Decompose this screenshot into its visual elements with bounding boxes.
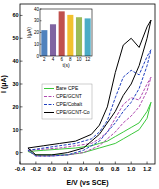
y-axis-label: I (μA) <box>0 75 8 93</box>
inset-y-tick <box>40 32 42 33</box>
x-axis-label: E/V (vs SCE) <box>66 179 108 187</box>
y-tick-label: 50 <box>12 35 18 41</box>
x-tick-label: 0.8 <box>111 166 120 172</box>
bar <box>50 24 56 56</box>
y-tick-label: 60 <box>12 12 18 18</box>
legend-swatch <box>44 88 54 89</box>
inset-bg <box>28 6 95 72</box>
legend-label: CPE/Cobalt <box>56 101 83 107</box>
x-tick-label: 1.2 <box>143 166 152 172</box>
inset-y-tick-label: 40 <box>34 7 40 12</box>
inset-x-label: t(s) <box>62 62 70 68</box>
x-tick <box>20 162 21 165</box>
x-tick <box>35 162 36 165</box>
y-tick <box>20 61 23 62</box>
x-tick-label: 0.2 <box>63 166 72 172</box>
bar <box>67 15 73 56</box>
y-tick-label: 20 <box>12 104 18 110</box>
figure: -0.4-0.20.00.20.40.60.81.01.201020304050… <box>0 0 159 189</box>
inset-y-tick-label: 20 <box>34 30 40 35</box>
bar <box>85 18 91 56</box>
y-tick-label: 30 <box>12 81 18 87</box>
legend-label: Bare CPE <box>56 85 79 91</box>
inset-x-tick-label: 12 <box>85 57 91 62</box>
x-tick-label: 0.4 <box>79 166 88 172</box>
x-tick <box>67 162 68 165</box>
bar <box>59 11 65 56</box>
x-tick <box>115 162 116 165</box>
legend-swatch <box>44 112 54 113</box>
inset: 24681012010203040t(s)I(μA) <box>26 6 95 72</box>
legend: Bare CPE CPE/GCNT CPE/Cobalt CPE/GCNT-Co <box>42 84 92 119</box>
inset-y-tick-label: 30 <box>34 18 40 23</box>
inset-x-tick-label: 4 <box>52 57 55 62</box>
y-tick <box>20 106 23 107</box>
legend-swatch <box>44 104 54 105</box>
legend-label: CPE/GCNT <box>56 93 82 99</box>
inset-y-tick <box>40 56 42 57</box>
x-tick-label: 0.0 <box>48 166 57 172</box>
y-tick <box>20 152 23 153</box>
inset-y-tick <box>40 44 42 45</box>
y-tick-label: 0 <box>15 150 18 156</box>
inset-y-tick <box>40 9 42 10</box>
x-tick <box>51 162 52 165</box>
y-tick <box>20 129 23 130</box>
x-tick <box>99 162 100 165</box>
x-tick-label: -0.4 <box>15 166 26 172</box>
x-tick-label: 1.0 <box>127 166 136 172</box>
y-tick <box>20 15 23 16</box>
inset-x-tick-label: 10 <box>76 57 82 62</box>
legend-box <box>42 84 92 119</box>
y-tick-label: 10 <box>12 127 18 133</box>
cv-curve <box>28 77 151 156</box>
x-tick <box>131 162 132 165</box>
x-tick-label: 0.6 <box>95 166 104 172</box>
bar <box>41 30 47 56</box>
y-tick <box>20 38 23 39</box>
inset-y-tick-label: 0 <box>36 54 39 59</box>
plot-frame <box>20 4 155 164</box>
y-tick <box>20 84 23 85</box>
inset-frame <box>40 9 92 56</box>
inset-y-tick <box>40 20 42 21</box>
x-tick <box>83 162 84 165</box>
inset-y-tick-label: 10 <box>34 42 40 47</box>
bar <box>76 17 82 56</box>
inset-y-label: I(μA) <box>26 27 32 38</box>
y-tick-label: 40 <box>12 58 18 64</box>
x-tick-label: -0.2 <box>31 166 42 172</box>
legend-label: CPE/GCNT-Co <box>56 109 90 115</box>
x-tick <box>147 162 148 165</box>
legend-swatch <box>44 96 54 97</box>
inset-x-tick-label: 2 <box>43 57 46 62</box>
